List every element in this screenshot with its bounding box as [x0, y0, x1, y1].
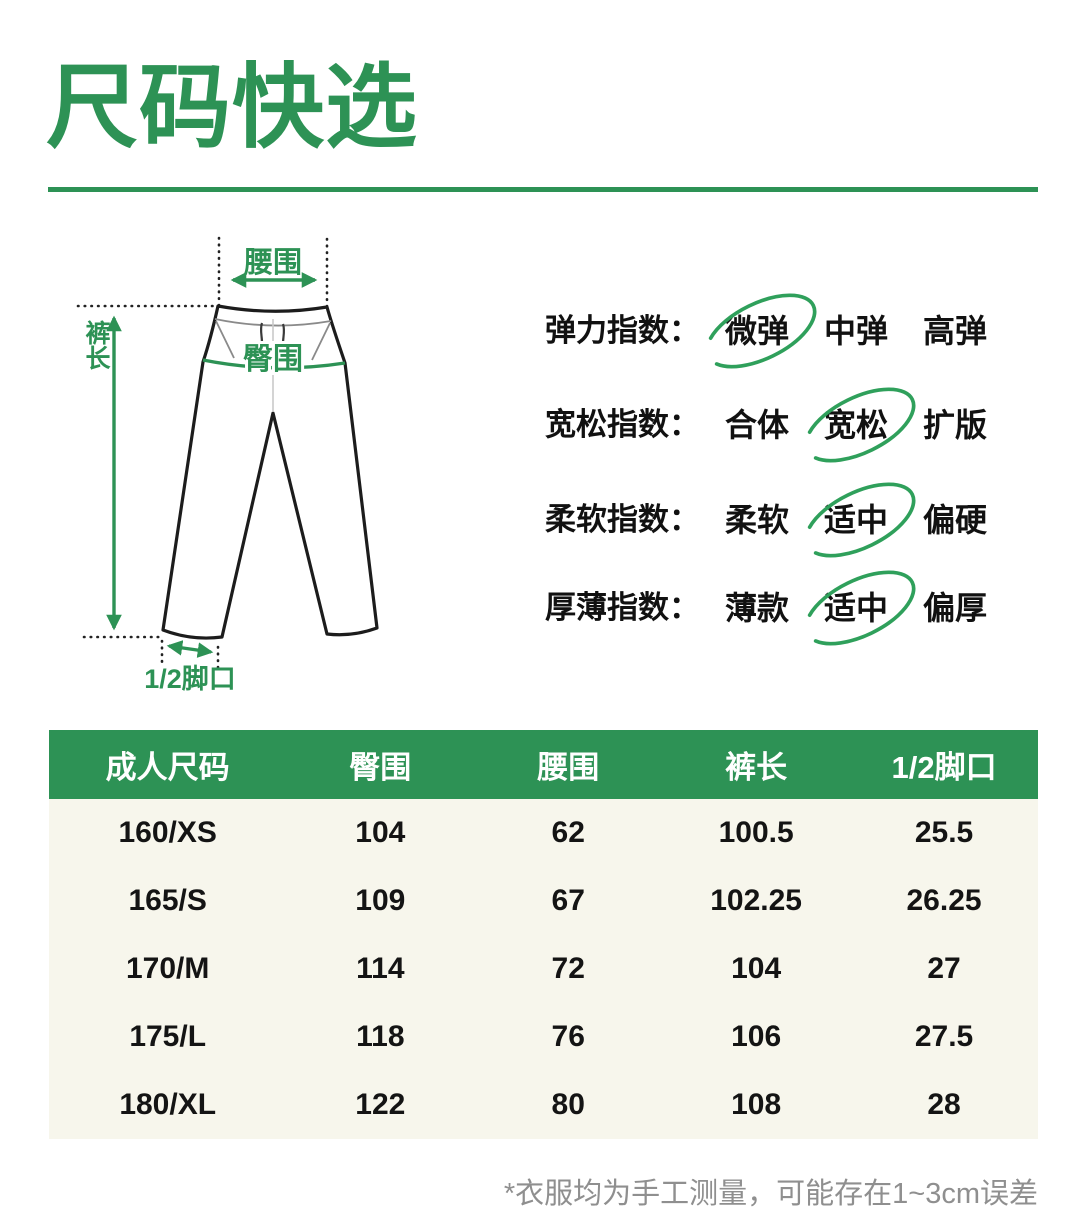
table-cell: 106 [731, 1020, 782, 1053]
table-cell: 109 [355, 884, 406, 917]
table-row: 170/M 114 72 104 27 [49, 935, 1038, 1003]
index-label: 柔软指数： [545, 502, 700, 537]
table-row: 160/XS 104 62 100.5 25.5 [49, 799, 1038, 867]
table-cell: 104 [355, 816, 406, 849]
index-option: 偏硬 [895, 500, 1015, 540]
pants-measurement-diagram: 腰围 臀围 裤长 1/2脚口 [76, 236, 379, 694]
table-cell: 114 [356, 952, 405, 985]
index-row-looseness: 宽松指数： 合体 宽松 扩版 [545, 387, 1065, 463]
header-cell: 臀围 [349, 750, 412, 785]
table-cell: 118 [356, 1020, 405, 1053]
index-option-label: 合体 [724, 407, 789, 443]
index-option-label: 高弹 [922, 313, 987, 349]
table-cell: 100.5 [718, 816, 794, 849]
index-row-elasticity: 弹力指数： 微弹 中弹 高弹 [545, 293, 1065, 369]
measurement-arrows [106, 272, 346, 658]
header-cell: 成人尺码 [105, 750, 230, 785]
index-option: 扩版 [895, 405, 1015, 445]
table-cell: 170/M [125, 952, 210, 985]
table-cell: 67 [551, 884, 585, 917]
dotted-guides [76, 236, 345, 671]
pants-outline [161, 304, 379, 640]
size-table: 成人尺码 臀围 腰围 裤长 1/2脚口 160/XS 104 62 100.5 … [49, 730, 1038, 1139]
index-option-label: 薄款 [724, 590, 789, 626]
index-option-label: 微弹 [724, 313, 789, 349]
index-option: 中弹 [796, 311, 916, 351]
table-cell: 102.25 [710, 884, 802, 917]
index-option: 合体 [697, 405, 817, 445]
table-cell: 62 [551, 816, 585, 849]
waist-label: 腰围 [243, 247, 302, 279]
table-cell: 180/XL [119, 1088, 217, 1121]
table-cell: 80 [551, 1088, 585, 1121]
table-cell: 175/L [129, 1020, 207, 1053]
title-underline [48, 187, 1038, 192]
index-option-label: 偏硬 [922, 502, 987, 538]
header-cell: 裤长 [725, 750, 788, 785]
table-cell: 165/S [128, 884, 207, 917]
table-cell: 28 [927, 1088, 961, 1121]
index-option: 高弹 [895, 311, 1015, 351]
table-row: 165/S 109 67 102.25 26.25 [49, 867, 1038, 935]
table-row: 180/XL 122 80 108 28 [49, 1071, 1038, 1139]
index-row-softness: 柔软指数： 柔软 适中 偏硬 [545, 482, 1065, 558]
index-label: 厚薄指数： [545, 590, 700, 625]
index-label: 弹力指数： [545, 313, 700, 348]
index-row-thickness: 厚薄指数： 薄款 适中 偏厚 [545, 570, 1065, 646]
table-cell: 122 [355, 1088, 406, 1121]
hem-width-label: 1/2脚口 [144, 664, 236, 694]
index-option-label: 中弹 [823, 313, 888, 349]
pant-length-label: 裤长 [82, 320, 111, 371]
table-cell: 72 [551, 952, 585, 985]
table-cell: 104 [731, 952, 782, 985]
table-cell: 25.5 [914, 816, 974, 849]
table-cell: 27 [927, 952, 961, 985]
index-label: 宽松指数： [545, 407, 700, 442]
index-option-label: 偏厚 [922, 590, 987, 626]
table-cell: 108 [731, 1088, 782, 1121]
index-option-label: 适中 [823, 590, 888, 626]
table-cell: 27.5 [914, 1020, 974, 1053]
table-header-row: 成人尺码 臀围 腰围 裤长 1/2脚口 [49, 730, 1038, 799]
index-option: 偏厚 [895, 588, 1015, 628]
header-cell: 1/2脚口 [891, 750, 997, 785]
table-cell: 76 [551, 1020, 585, 1053]
index-option-label: 扩版 [922, 407, 987, 443]
index-option: 柔软 [697, 500, 817, 540]
table-row: 175/L 118 76 106 27.5 [49, 1003, 1038, 1071]
page-title: 尺码快选 [46, 57, 419, 159]
index-option: 薄款 [697, 588, 817, 628]
table-cell: 26.25 [906, 884, 982, 917]
measurement-disclaimer: *衣服均为手工测量，可能存在1~3cm误差 [503, 1178, 1038, 1210]
hip-label: 臀围 [243, 343, 303, 376]
table-cell: 160/XS [118, 816, 217, 849]
index-option-label: 柔软 [724, 502, 789, 538]
index-option-label: 适中 [823, 502, 888, 538]
header-cell: 腰围 [537, 750, 600, 785]
index-option-label: 宽松 [823, 407, 888, 443]
